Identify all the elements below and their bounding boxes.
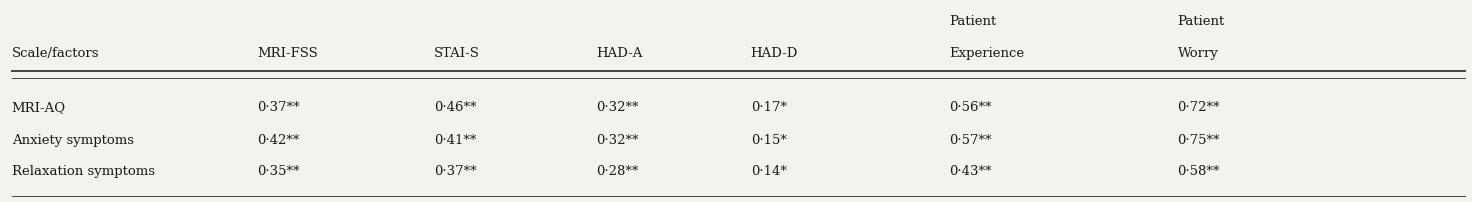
Text: 0·32**: 0·32**: [596, 101, 639, 114]
Text: MRI-FSS: MRI-FSS: [258, 47, 318, 60]
Text: Patient: Patient: [1178, 15, 1225, 28]
Text: 0·35**: 0·35**: [258, 164, 300, 177]
Text: 0·57**: 0·57**: [949, 133, 992, 146]
Text: 0·28**: 0·28**: [596, 164, 639, 177]
Text: 0·32**: 0·32**: [596, 133, 639, 146]
Text: 0·41**: 0·41**: [434, 133, 477, 146]
Text: Scale/factors: Scale/factors: [12, 47, 99, 60]
Text: 0·17*: 0·17*: [751, 101, 786, 114]
Text: 0·72**: 0·72**: [1178, 101, 1220, 114]
Text: Worry: Worry: [1178, 47, 1219, 60]
Text: Patient: Patient: [949, 15, 997, 28]
Text: STAI-S: STAI-S: [434, 47, 480, 60]
Text: 0·14*: 0·14*: [751, 164, 786, 177]
Text: Anxiety symptoms: Anxiety symptoms: [12, 133, 134, 146]
Text: 0·43**: 0·43**: [949, 164, 992, 177]
Text: 0·37**: 0·37**: [434, 164, 477, 177]
Text: 0·56**: 0·56**: [949, 101, 992, 114]
Text: 0·15*: 0·15*: [751, 133, 786, 146]
Text: HAD-D: HAD-D: [751, 47, 798, 60]
Text: 0·46**: 0·46**: [434, 101, 477, 114]
Text: Relaxation symptoms: Relaxation symptoms: [12, 164, 155, 177]
Text: 0·37**: 0·37**: [258, 101, 300, 114]
Text: 0·75**: 0·75**: [1178, 133, 1220, 146]
Text: Experience: Experience: [949, 47, 1025, 60]
Text: 0·42**: 0·42**: [258, 133, 300, 146]
Text: 0·58**: 0·58**: [1178, 164, 1220, 177]
Text: MRI-AQ: MRI-AQ: [12, 101, 66, 114]
Text: HAD-A: HAD-A: [596, 47, 643, 60]
